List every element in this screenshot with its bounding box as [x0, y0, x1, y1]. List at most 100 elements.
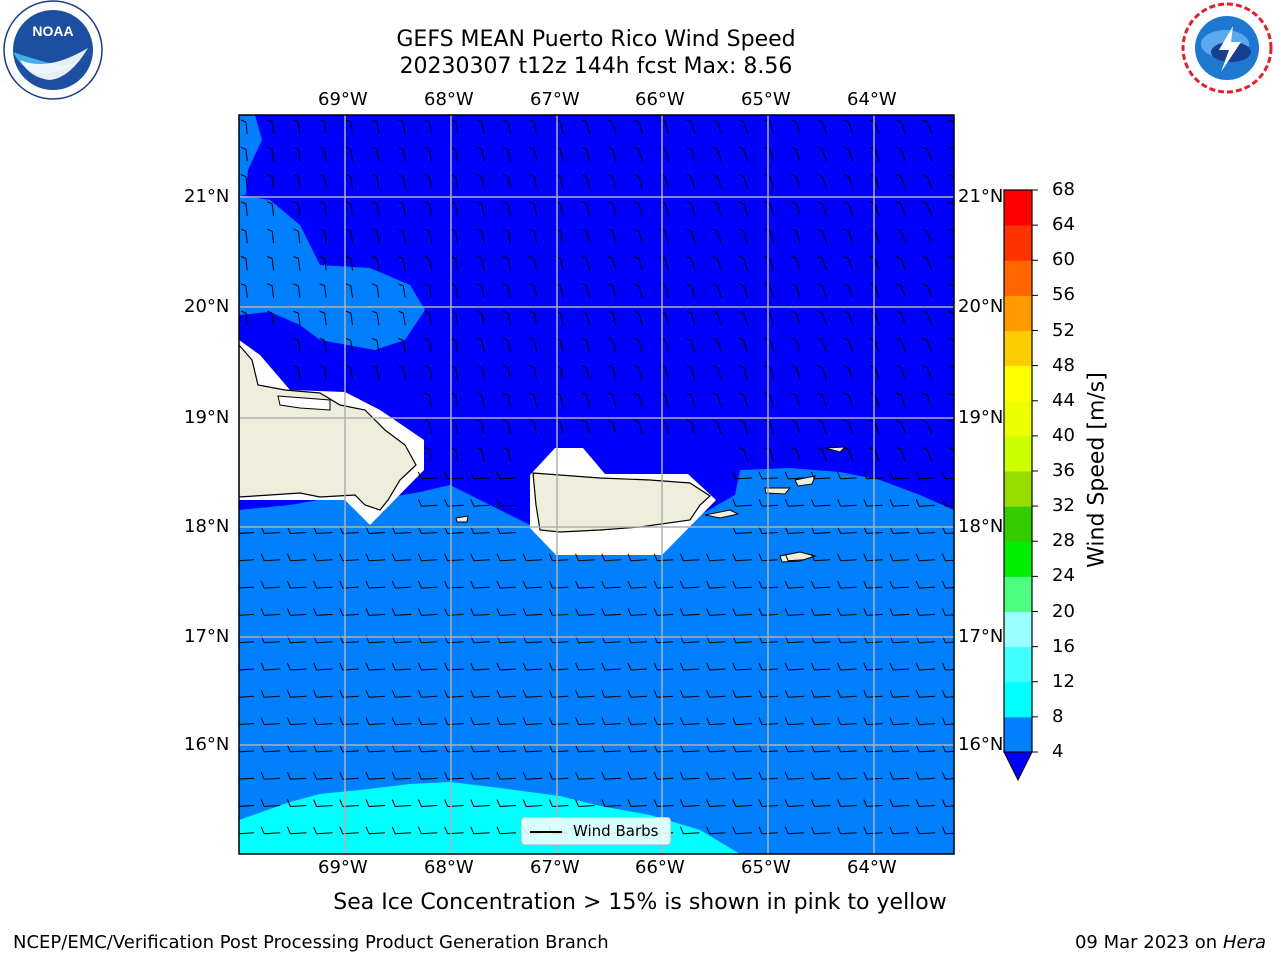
wind-barb [240, 310, 248, 326]
wind-barb [706, 799, 726, 807]
wind-barb [738, 146, 748, 162]
wind-barb [502, 201, 512, 217]
wind-barb [522, 744, 543, 753]
lat-right-tick: 16°N [958, 734, 1004, 755]
wind-barb [293, 174, 301, 189]
wind-barb [417, 471, 438, 480]
wind-barb [895, 146, 906, 162]
wind-barb [345, 228, 354, 244]
wind-barb [607, 392, 617, 408]
wind-barb [837, 799, 857, 807]
wind-barb [313, 772, 333, 780]
wind-barb [319, 365, 327, 380]
wind-barb [633, 337, 643, 353]
wind-barb [575, 744, 595, 753]
wind-barb [791, 256, 801, 271]
wind-barb [712, 392, 722, 408]
wind-barb [345, 365, 354, 380]
wind-barb [260, 826, 281, 835]
wind-barb [470, 499, 490, 507]
lat-left-tick: 19°N [184, 407, 230, 428]
wind-barb [417, 744, 438, 753]
wind-barb [555, 419, 564, 435]
wind-barb [575, 662, 595, 671]
wind-barb [791, 419, 801, 435]
wind-barb [810, 717, 831, 726]
wind-barb [260, 580, 281, 589]
lon-bot-tick: 68°W [424, 857, 474, 878]
wind-barb [607, 283, 617, 298]
wind-barb [915, 744, 936, 753]
wind-barb [843, 256, 854, 271]
wind-barb [529, 283, 538, 298]
colorbar-segment [1004, 225, 1032, 261]
wind-barb [548, 690, 569, 698]
wind-barb [837, 717, 857, 726]
wind-barb [476, 174, 485, 189]
wind-barb [345, 119, 354, 135]
wind-barb [889, 580, 910, 589]
lon-top-tick: 68°W [424, 89, 474, 110]
wind-barb [267, 310, 275, 326]
wind-barb [679, 662, 700, 671]
wind-barb [948, 419, 954, 426]
lon-bot-tick: 64°W [847, 857, 897, 878]
wind-barb [529, 419, 538, 435]
wind-barb [522, 690, 543, 698]
wind-barb [915, 826, 936, 835]
wind-barb [601, 580, 621, 589]
puerto-rico-land [532, 472, 711, 533]
wind-barb [529, 392, 538, 408]
wind-barb [502, 174, 512, 189]
wind-barb [313, 553, 333, 562]
wind-barb [863, 553, 883, 562]
wind-barb [863, 690, 883, 698]
wind-barb [267, 119, 275, 135]
wind-barb [895, 283, 906, 298]
wind-barb [319, 310, 327, 326]
wind-barb [810, 690, 831, 698]
wind-barb [581, 201, 591, 217]
wind-barb [758, 608, 779, 616]
wind-barb [627, 553, 648, 562]
wind-barb [522, 799, 543, 807]
wind-barb [706, 772, 726, 780]
wind-barb [817, 419, 827, 435]
wind-barb [391, 662, 412, 671]
wind-barb [476, 310, 485, 326]
wind-barb [732, 608, 752, 616]
wind-barb [345, 174, 354, 189]
wind-barb [548, 553, 569, 562]
wind-barb [345, 146, 354, 162]
wind-barb [889, 553, 910, 562]
wind-barb [371, 337, 380, 353]
wind-barb [371, 201, 380, 216]
wind-barb [895, 419, 906, 435]
wind-barb [293, 146, 301, 162]
wind-barb [313, 717, 333, 726]
wind-barb [476, 256, 485, 271]
wind-barb [496, 580, 517, 589]
wind-barb [293, 228, 301, 244]
wind-barb [502, 447, 512, 462]
wind-barb [738, 119, 748, 135]
wind-barb [679, 553, 700, 562]
wind-barb [843, 392, 854, 408]
wind-barb [810, 499, 831, 507]
wind-barb [843, 228, 854, 244]
wind-barb [837, 662, 857, 671]
wind-barb [476, 119, 485, 135]
wind-barb [529, 337, 538, 353]
wind-barb [686, 392, 696, 408]
colorbar-level-label: 44 [1052, 389, 1075, 411]
wind-barb [260, 553, 281, 562]
wind-barb [239, 641, 255, 644]
wind-barb [239, 613, 255, 616]
wind-barb [529, 119, 538, 135]
wind-barb [653, 690, 674, 698]
wind-barb [791, 337, 801, 353]
wind-barb [922, 201, 933, 217]
wind-barb [371, 256, 380, 271]
wind-barb [633, 419, 643, 435]
colorbar-level-label: 20 [1052, 600, 1075, 622]
